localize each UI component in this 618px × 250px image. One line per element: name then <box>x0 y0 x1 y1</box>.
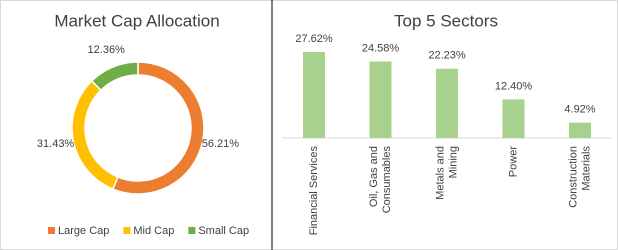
chart-title: Top 5 Sectors <box>394 11 498 30</box>
data-label: 22.23% <box>428 50 466 62</box>
data-label: 24.58% <box>362 42 400 54</box>
legend-label: Small Cap <box>198 225 249 237</box>
x-tick-label: Power <box>507 146 519 178</box>
bar <box>502 99 525 138</box>
legend-swatch <box>123 227 131 234</box>
data-label: 27.62% <box>295 33 333 45</box>
legend-label: Large Cap <box>58 225 109 237</box>
x-tick-label: Financial Services <box>308 146 320 236</box>
bar <box>569 122 591 138</box>
data-label: 12.36% <box>88 44 126 56</box>
data-label: 56.21% <box>202 138 240 150</box>
bar <box>436 68 458 138</box>
donut-slice <box>90 61 139 92</box>
legend-swatch <box>48 227 55 234</box>
donut-slice <box>111 61 205 195</box>
data-label: 31.43% <box>37 138 75 150</box>
legend-swatch <box>188 227 196 234</box>
data-label: 12.40% <box>495 80 533 92</box>
data-label: 4.92% <box>564 104 595 116</box>
legend-label: Mid Cap <box>133 225 174 237</box>
x-tick-label: Metals andMining <box>434 146 459 200</box>
bar <box>369 61 392 138</box>
x-tick-label: Oil, Gas andConsumables <box>368 146 393 214</box>
donut-slice <box>71 79 119 191</box>
bar <box>303 52 325 138</box>
chart-title: Market Cap Allocation <box>54 11 219 30</box>
x-tick-label: ConstructionMaterials <box>567 146 592 208</box>
